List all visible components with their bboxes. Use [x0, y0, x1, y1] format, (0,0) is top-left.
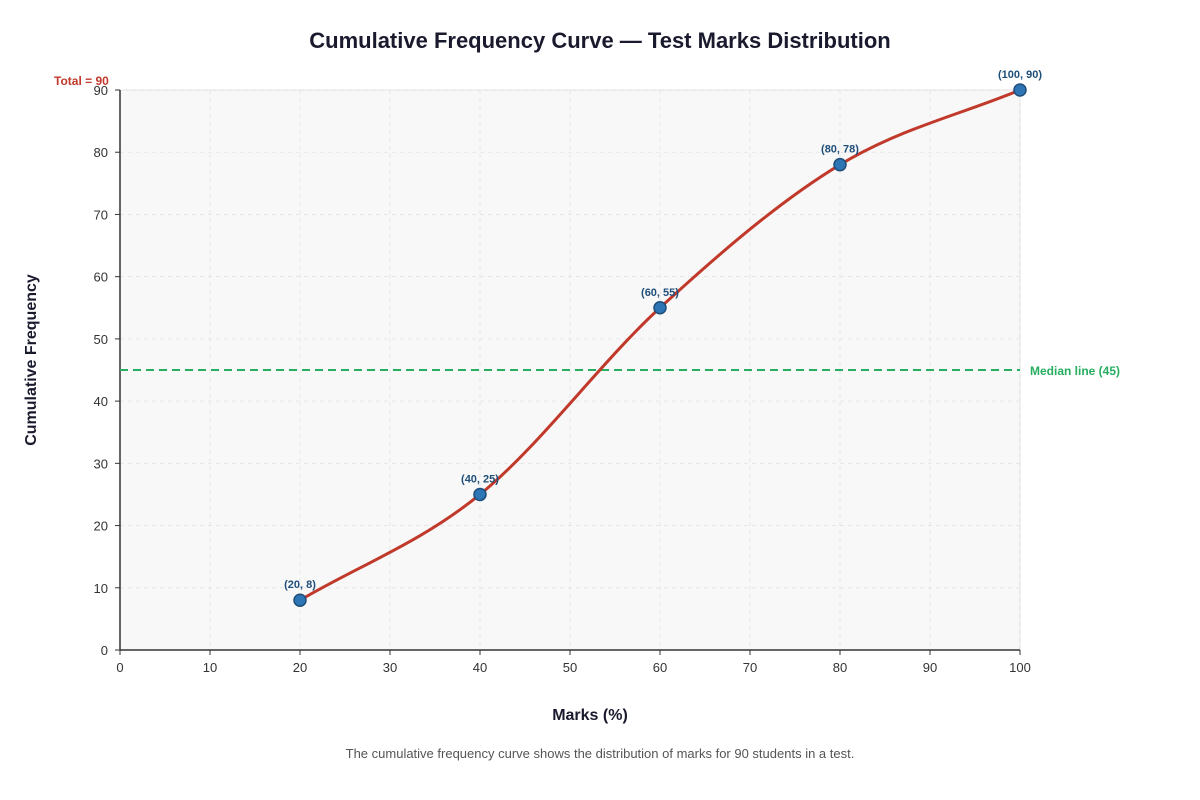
y-tick-label: 10: [94, 581, 108, 596]
chart-caption: The cumulative frequency curve shows the…: [345, 746, 855, 761]
data-point: [1013, 83, 1027, 97]
x-tick-label: 60: [653, 660, 667, 675]
data-point-label: (20, 8): [284, 579, 316, 591]
x-tick-label: 30: [383, 660, 397, 675]
x-tick-label: 70: [743, 660, 757, 675]
y-axis-title: Cumulative Frequency: [23, 274, 40, 446]
x-tick-label: 100: [1009, 660, 1031, 675]
total-label: Total = 90: [54, 74, 109, 88]
chart-title: Cumulative Frequency Curve — Test Marks …: [309, 28, 891, 53]
y-tick-label: 90: [94, 83, 108, 98]
x-tick-label: 0: [116, 660, 123, 675]
x-tick-label: 50: [563, 660, 577, 675]
data-point-label: (40, 25): [461, 473, 499, 485]
data-point-label: (80, 78): [821, 144, 859, 156]
y-tick-label: 0: [101, 643, 108, 658]
y-tick-label: 30: [94, 456, 108, 471]
series-layer: (20, 8) (40, 25) (60, 55) (80, 78) (100, 90): [284, 69, 1042, 607]
x-tick-label: 10: [203, 660, 217, 675]
x-axis-title: Marks (%): [552, 707, 628, 724]
y-tick-label: 40: [94, 394, 108, 409]
data-point: [293, 593, 307, 607]
tick-labels: 0 10 20 30 40 50 60 70 80 90 100 0 10 20 30 40 50 60 70 80 9…: [94, 83, 1031, 675]
y-tick-label: 80: [94, 145, 108, 160]
data-point: [653, 301, 667, 315]
x-tick-label: 90: [923, 660, 937, 675]
data-point: [833, 157, 847, 172]
axis-titles: Marks (%) Cumulative Frequency: [23, 274, 628, 724]
y-tick-label: 60: [94, 270, 108, 285]
x-tick-label: 40: [473, 660, 487, 675]
median-annotation: Median line (45) Total = 90: [54, 74, 1120, 378]
x-tick-label: 20: [293, 660, 307, 675]
data-point-label: (60, 55): [641, 287, 679, 299]
y-tick-label: 50: [94, 332, 108, 347]
y-tick-label: 20: [94, 519, 108, 534]
data-point-label: (100, 90): [998, 69, 1042, 81]
x-tick-label: 80: [833, 660, 847, 675]
median-label: Median line (45): [1030, 364, 1120, 378]
y-tick-label: 70: [94, 207, 108, 222]
data-point: [473, 487, 487, 502]
